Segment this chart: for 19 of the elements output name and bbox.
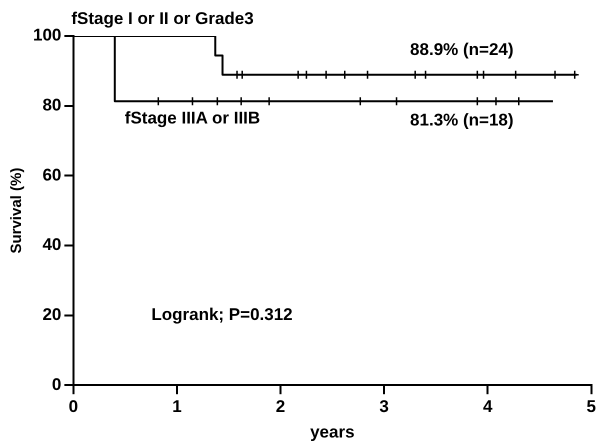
x-axis-title: years xyxy=(310,422,355,442)
annotation: 88.9% (n=24) xyxy=(410,40,514,59)
x-tick-label: 1 xyxy=(172,397,182,416)
y-tick-label: 0 xyxy=(52,374,62,394)
annotation: 81.3% (n=18) xyxy=(410,110,514,130)
series-label: fStage I or II or Grade3 xyxy=(71,9,254,28)
y-tick-label: 20 xyxy=(42,305,62,324)
x-tick-label: 2 xyxy=(276,397,286,416)
y-tick-label: 80 xyxy=(42,96,62,115)
annotation: Logrank; P=0.312 xyxy=(151,305,293,324)
y-tick-label: 40 xyxy=(42,235,62,254)
y-tick-label: 100 xyxy=(32,26,62,45)
x-tick-label: 3 xyxy=(379,397,389,416)
y-tick-label: 60 xyxy=(42,165,62,184)
x-tick-label: 0 xyxy=(68,397,78,416)
x-tick-label: 5 xyxy=(586,397,596,416)
x-tick-label: 4 xyxy=(482,397,493,416)
series-label: fStage IIIA or IIIB xyxy=(124,108,260,128)
y-axis-title: Survival (%) xyxy=(8,168,26,254)
